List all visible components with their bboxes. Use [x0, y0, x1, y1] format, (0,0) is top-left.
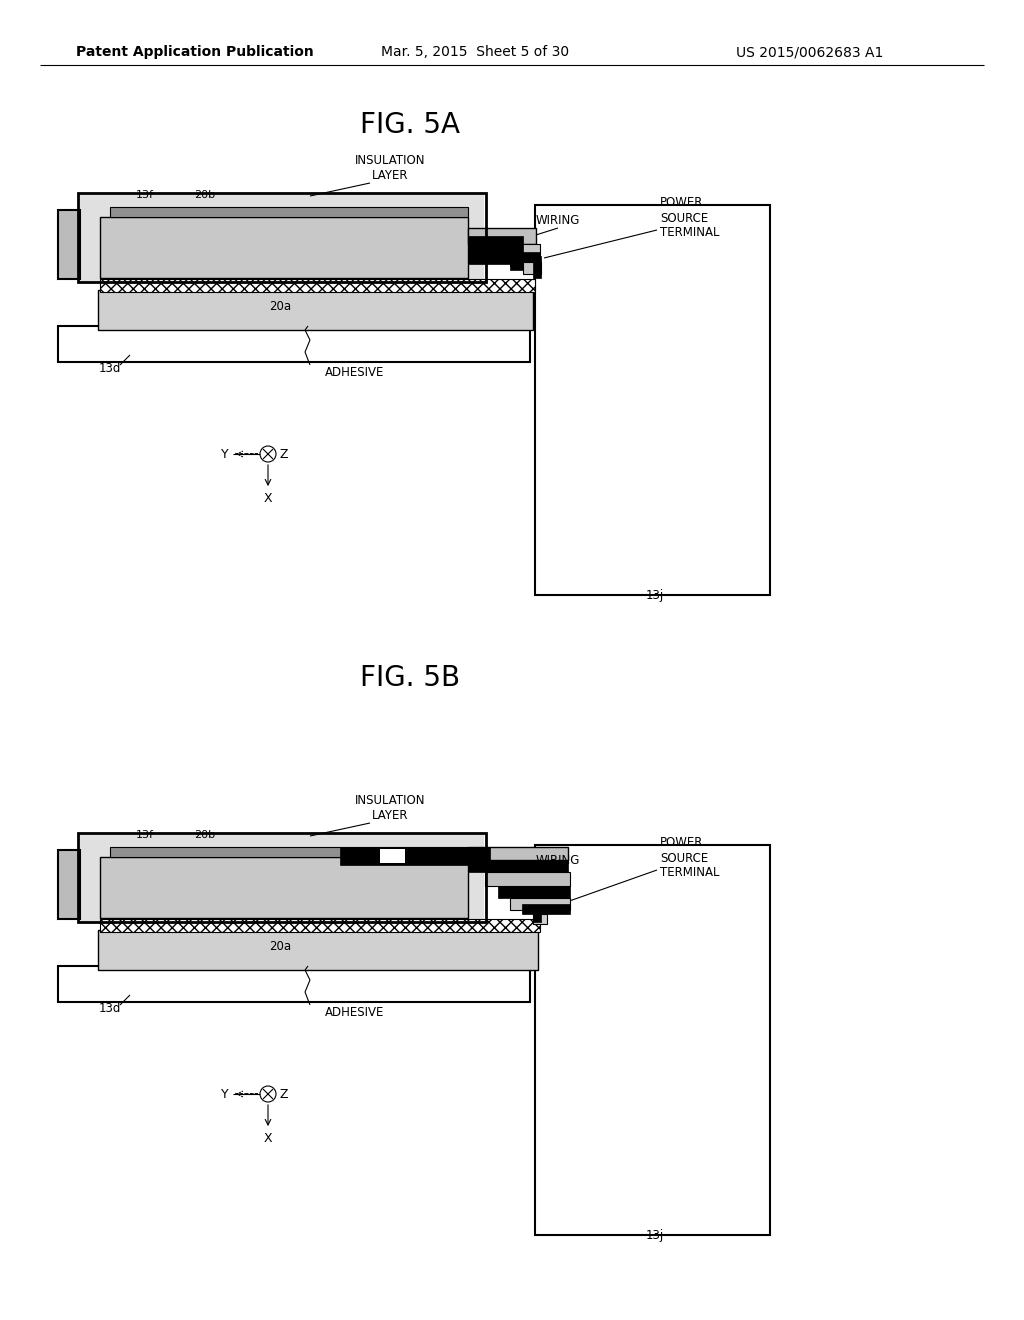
Bar — [100, 919, 540, 932]
Bar — [98, 290, 534, 330]
Bar — [58, 966, 530, 1002]
Text: 20b: 20b — [195, 190, 216, 201]
Text: POWER
SOURCE
TERMINAL: POWER SOURCE TERMINAL — [660, 837, 720, 879]
Bar — [380, 849, 406, 863]
Bar — [468, 861, 568, 873]
Text: 20a: 20a — [269, 301, 291, 314]
Bar — [58, 210, 80, 279]
Bar — [100, 216, 468, 279]
Bar — [498, 886, 570, 898]
Text: 13f: 13f — [136, 190, 154, 201]
Text: FIG. 5B: FIG. 5B — [360, 664, 460, 692]
Text: US 2015/0062683 A1: US 2015/0062683 A1 — [736, 45, 884, 59]
Bar — [468, 236, 523, 264]
Text: WIRING: WIRING — [536, 854, 581, 866]
Bar — [80, 195, 484, 282]
Text: X: X — [264, 491, 272, 504]
Bar — [523, 261, 541, 275]
Bar — [98, 931, 538, 970]
Text: WIRING: WIRING — [536, 214, 581, 227]
Text: ADHESIVE: ADHESIVE — [326, 1006, 385, 1019]
Bar — [510, 244, 540, 267]
Bar — [468, 228, 536, 244]
Bar — [535, 845, 770, 1236]
Text: 13d: 13d — [98, 1002, 121, 1015]
Bar — [522, 904, 570, 913]
Bar — [58, 850, 80, 919]
Text: Mar. 5, 2015  Sheet 5 of 30: Mar. 5, 2015 Sheet 5 of 30 — [381, 45, 569, 59]
Text: 13j: 13j — [646, 590, 665, 602]
Bar — [78, 833, 486, 921]
Text: X: X — [264, 1131, 272, 1144]
Text: 20b: 20b — [195, 830, 216, 840]
Bar — [535, 205, 770, 595]
Bar — [534, 256, 541, 279]
Bar — [58, 326, 530, 362]
Bar — [510, 898, 570, 909]
Bar — [100, 279, 535, 292]
Text: 13f: 13f — [136, 830, 154, 840]
Text: 13d: 13d — [98, 362, 121, 375]
Bar — [110, 847, 468, 857]
Bar — [468, 847, 568, 861]
Text: Z: Z — [280, 1088, 288, 1101]
Bar — [534, 908, 541, 921]
Text: INSULATION
LAYER: INSULATION LAYER — [354, 795, 425, 822]
Text: Y: Y — [221, 1088, 228, 1101]
Text: FIG. 5A: FIG. 5A — [360, 111, 460, 139]
Text: POWER
SOURCE
TERMINAL: POWER SOURCE TERMINAL — [660, 197, 720, 239]
Bar — [80, 836, 484, 921]
Bar — [510, 252, 540, 271]
Bar — [340, 847, 490, 865]
Bar — [100, 857, 468, 917]
Bar — [110, 207, 468, 216]
Text: ADHESIVE: ADHESIVE — [326, 366, 385, 379]
Bar — [534, 913, 547, 924]
Text: 13j: 13j — [646, 1229, 665, 1242]
Text: 20a: 20a — [269, 940, 291, 953]
Text: INSULATION
LAYER: INSULATION LAYER — [354, 154, 425, 182]
Text: Y: Y — [221, 447, 228, 461]
Text: Z: Z — [280, 447, 288, 461]
Text: Patent Application Publication: Patent Application Publication — [76, 45, 314, 59]
Bar — [485, 873, 570, 886]
Bar — [78, 193, 486, 282]
